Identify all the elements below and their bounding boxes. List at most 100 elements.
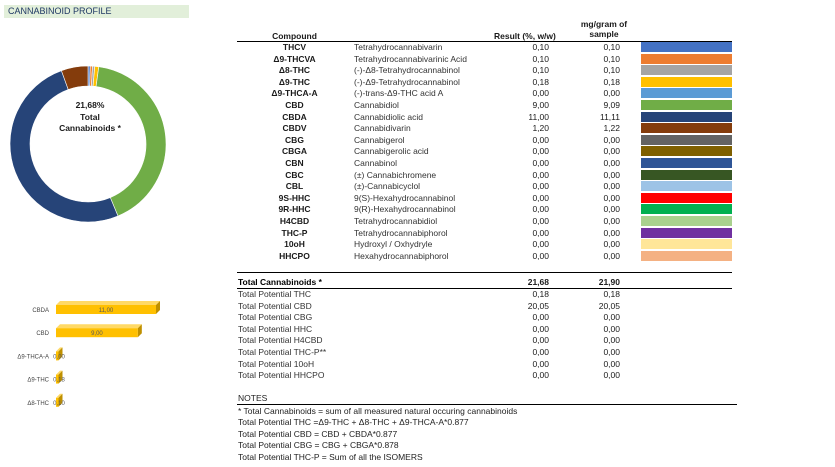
compound-code: 10oH xyxy=(284,239,305,250)
compound-mg: 0,10 xyxy=(603,42,620,52)
compound-name: (±)-Cannabicyclol xyxy=(354,181,421,192)
compound-code: CBDV xyxy=(282,123,307,134)
potential-mg: 0,00 xyxy=(603,347,620,357)
compound-name: Tetrahydrocannabiphorol xyxy=(354,227,448,238)
compound-color-swatch xyxy=(641,88,732,99)
compound-code: CBG xyxy=(285,134,304,145)
compound-row: THC-P Tetrahydrocannabiphorol 0,00 0,00 xyxy=(237,227,732,239)
compound-color-swatch xyxy=(641,100,732,110)
note-line: Total Potential CBD = CBD + CBDA*0.877 xyxy=(238,428,398,439)
compound-mg: 11,11 xyxy=(599,111,620,122)
note-line: * Total Cannabinoids = sum of all measur… xyxy=(238,405,518,416)
potential-result: 0,00 xyxy=(532,370,549,381)
potential-label: Total Potential THC-P** xyxy=(238,347,327,357)
compound-row: CBN Cannabinol 0,00 0,00 xyxy=(237,158,732,169)
compound-code: CBN xyxy=(285,158,304,168)
compound-result: 0,00 xyxy=(532,192,549,203)
compound-code: CBL xyxy=(285,181,304,192)
potential-label: Total Potential CBG xyxy=(238,312,313,323)
compound-name: (-)-Δ9-Tetrahydrocannabinol xyxy=(354,76,460,87)
compound-mg: 0,00 xyxy=(603,146,620,157)
compound-result: 0,10 xyxy=(532,42,549,52)
potential-mg: 0,00 xyxy=(603,312,620,323)
compound-color-swatch xyxy=(641,111,732,122)
compound-name: Cannabigerol xyxy=(354,134,405,145)
donut-slice-CBDA xyxy=(9,70,119,223)
total-label-line1: Total xyxy=(80,111,100,122)
bar-value-label: 0,00 xyxy=(53,354,65,360)
potential-row: Total Potential THC 0,18 0,18 xyxy=(237,289,732,300)
potential-mg: 20,05 xyxy=(598,300,620,311)
potential-row: Total Potential HHCPO 0,00 0,00 xyxy=(237,370,732,381)
header-result: Result (%, w/w) xyxy=(494,31,556,41)
compound-code: CBDA xyxy=(282,111,307,122)
potential-label: Total Potential H4CBD xyxy=(238,335,323,346)
compound-row: CBD Cannabidiol 9,00 9,09 xyxy=(237,100,732,111)
compound-code: H4CBD xyxy=(279,216,310,226)
bar-side-face xyxy=(58,393,63,407)
compound-result: 0,00 xyxy=(532,158,549,168)
bar-category-label: CBD xyxy=(36,331,49,337)
potential-label: Total Potential HHCPO xyxy=(238,370,325,381)
cannabinoid-donut-chart xyxy=(9,65,167,223)
potential-result: 0,00 xyxy=(532,358,549,369)
total-result: 21,68 xyxy=(527,277,549,287)
header-mg-line1: mg/gram of xyxy=(580,19,628,29)
compound-color-swatch xyxy=(641,181,732,192)
bar-top-face xyxy=(56,347,63,352)
compound-mg: 0,00 xyxy=(603,204,620,215)
note-line: Total Potential THC-P = Sum of all the I… xyxy=(238,451,423,462)
potential-mg: 0,00 xyxy=(603,370,620,381)
compound-row: THCV Tetrahydrocannabivarin 0,10 0,10 xyxy=(237,42,732,53)
compound-name: Cannabidiol xyxy=(354,100,399,110)
compound-mg: 0,00 xyxy=(603,134,620,145)
compound-name: (-)-Δ8-Tetrahydrocannabinol xyxy=(354,65,460,76)
compound-result: 0,00 xyxy=(532,250,549,261)
potential-row: Total Potential H4CBD 0,00 0,00 xyxy=(237,335,732,346)
compound-result: 0,00 xyxy=(532,169,549,180)
compound-name: Tetrahydrocannabivarin xyxy=(354,42,443,52)
cannabinoid-bar-chart: CBDA 11,00 CBD 9,00 Δ9-THCA-A 0,00 Δ9-THC 0,18 Δ… xyxy=(17,301,160,407)
compound-color-swatch xyxy=(641,65,732,76)
header-mg-line2: sample xyxy=(589,29,619,39)
compound-result: 9,00 xyxy=(532,100,549,110)
compound-result: 0,18 xyxy=(532,76,549,87)
bar-side-face xyxy=(58,347,63,361)
compound-color-swatch xyxy=(641,227,732,238)
compound-name: Cannabidivarin xyxy=(354,123,411,134)
bar-value-label: 11,00 xyxy=(99,308,114,314)
compound-result: 0,10 xyxy=(532,65,549,76)
potential-result: 20,05 xyxy=(527,300,549,311)
compound-row: Δ9-THCVA Tetrahydrocannabivarinic Acid 0,1… xyxy=(237,53,732,65)
potential-label: Total Potential 10oH xyxy=(238,358,315,369)
compound-color-swatch xyxy=(641,123,732,134)
compound-mg: 0,00 xyxy=(603,169,620,180)
compound-result: 0,00 xyxy=(532,239,549,250)
compound-name: Cannabigerolic acid xyxy=(354,146,429,157)
compound-result: 0,00 xyxy=(532,134,549,145)
compound-color-swatch xyxy=(641,146,732,157)
compound-color-swatch xyxy=(641,192,732,203)
compound-name: Tetrahydrocannabidiol xyxy=(354,216,438,226)
bar-value-label: 9,00 xyxy=(91,331,103,337)
compound-name: Hexahydrocannabiphorol xyxy=(354,250,449,261)
bar-Δ8-THC xyxy=(56,397,59,407)
compound-row: 10oH Hydroxyl / Oxhydryle 0,00 0,00 xyxy=(237,239,732,250)
bar-Δ9-THC xyxy=(56,374,59,384)
compound-name: 9(R)-Hexahydrocannabinol xyxy=(354,204,456,215)
total-underline xyxy=(237,288,732,289)
compound-result: 0,00 xyxy=(532,181,549,192)
donut-slice-CBDV xyxy=(61,65,89,90)
compound-mg: 0,00 xyxy=(603,227,620,238)
donut-slice-CBD xyxy=(95,66,167,217)
compound-mg: 0,00 xyxy=(603,158,620,168)
compound-row: CBC (±) Cannabichromene 0,00 0,00 xyxy=(237,169,732,181)
potential-label: Total Potential CBD xyxy=(238,300,312,311)
potential-label: Total Potential HHC xyxy=(238,323,313,334)
compound-code: Δ9-THC xyxy=(278,76,311,87)
potential-result: 0,00 xyxy=(532,323,549,334)
bar-category-label: Δ9-THC xyxy=(27,378,49,384)
compound-row: CBL (±)-Cannabicyclol 0,00 0,00 xyxy=(237,181,732,192)
bar-CBD xyxy=(56,328,138,338)
total-label: Total Cannabinoids * xyxy=(238,277,322,287)
